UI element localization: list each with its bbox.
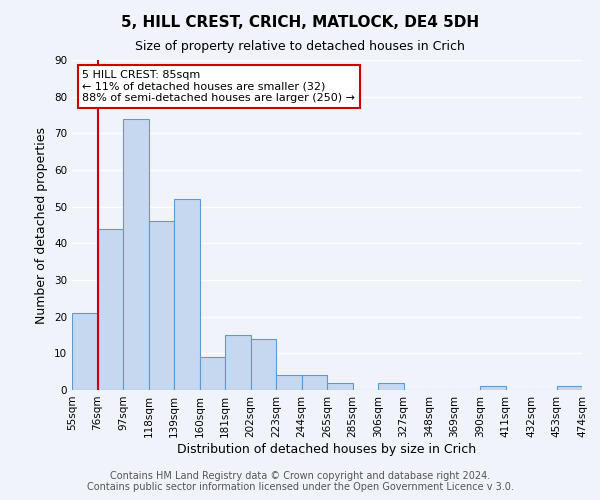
Bar — [251, 338, 276, 390]
Bar — [327, 382, 353, 390]
Bar — [199, 357, 225, 390]
Bar — [378, 382, 404, 390]
Bar — [276, 376, 302, 390]
Bar — [557, 386, 582, 390]
X-axis label: Distribution of detached houses by size in Crich: Distribution of detached houses by size … — [178, 442, 476, 456]
Bar — [97, 228, 123, 390]
Text: Size of property relative to detached houses in Crich: Size of property relative to detached ho… — [135, 40, 465, 53]
Bar — [72, 313, 97, 390]
Bar — [480, 386, 505, 390]
Bar — [174, 200, 199, 390]
Bar — [225, 335, 251, 390]
Text: 5 HILL CREST: 85sqm
← 11% of detached houses are smaller (32)
88% of semi-detach: 5 HILL CREST: 85sqm ← 11% of detached ho… — [82, 70, 355, 103]
Text: Contains HM Land Registry data © Crown copyright and database right 2024.
Contai: Contains HM Land Registry data © Crown c… — [86, 471, 514, 492]
Bar — [123, 118, 149, 390]
Text: 5, HILL CREST, CRICH, MATLOCK, DE4 5DH: 5, HILL CREST, CRICH, MATLOCK, DE4 5DH — [121, 15, 479, 30]
Y-axis label: Number of detached properties: Number of detached properties — [35, 126, 49, 324]
Bar — [149, 222, 174, 390]
Bar — [302, 376, 327, 390]
